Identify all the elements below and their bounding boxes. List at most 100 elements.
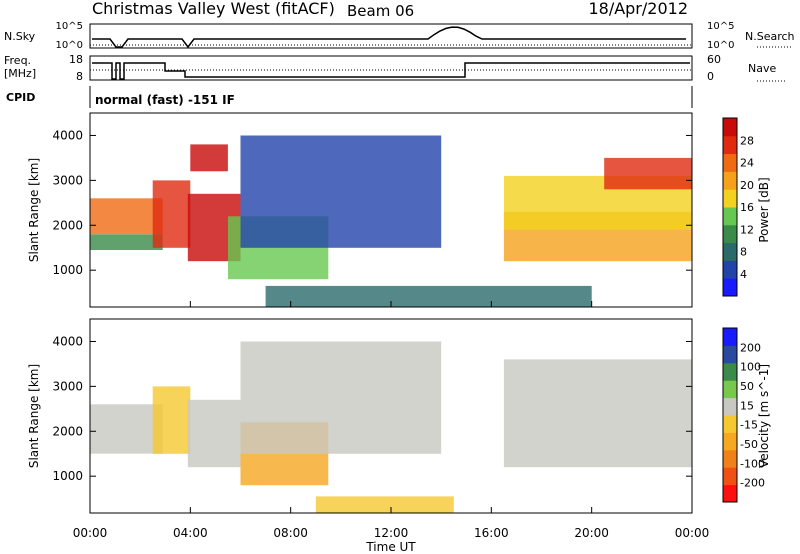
y-tick-label-0: 4000 xyxy=(52,334,83,348)
x-tick-label-0: 00:00 xyxy=(73,526,108,540)
colorbar-tick-3: 16 xyxy=(740,201,754,214)
colorbar-swatch-0 xyxy=(723,484,737,503)
beam-title: Beam 06 xyxy=(347,2,414,20)
colorbar-swatch-2 xyxy=(723,449,737,468)
colorbar-swatch-5 xyxy=(723,397,737,416)
velocity-echo-region-4 xyxy=(240,341,442,454)
colorbar-swatch-7 xyxy=(723,153,737,172)
velocity-echo-layer xyxy=(90,341,692,513)
power-echo-region-6 xyxy=(240,135,442,248)
station-title: Christmas Valley West (fitACF) xyxy=(92,0,335,18)
nsky-tick-bottom: 10^0 xyxy=(56,40,83,51)
nsearch-label: N.Search xyxy=(745,30,795,43)
power-echo-region-4 xyxy=(190,144,228,172)
x-tick-label-2: 08:00 xyxy=(273,526,308,540)
colorbar-tick-0: 200 xyxy=(740,341,761,354)
nsearch-tick-top: 10^5 xyxy=(707,21,734,32)
colorbar-swatch-3 xyxy=(723,224,737,244)
power-ylabel: Slant Range [km] xyxy=(27,158,41,262)
velocity-ylabel: Slant Range [km] xyxy=(27,364,41,468)
power-echo-region-10 xyxy=(604,157,692,190)
colorbar-tick-4: 12 xyxy=(740,223,754,236)
colorbar-swatch-9 xyxy=(723,118,737,137)
power-echo-region-2 xyxy=(152,180,191,248)
colorbar-swatch-7 xyxy=(723,362,737,381)
x-tick-label-3: 12:00 xyxy=(374,526,409,540)
colorbar-tick-6: -100 xyxy=(740,457,765,470)
power-echo-region-0 xyxy=(90,198,163,235)
colorbar-tick-4: -15 xyxy=(740,419,758,432)
freq-trace xyxy=(92,62,690,80)
power-colorbar-label: Power [dB] xyxy=(757,177,771,242)
colorbar-swatch-6 xyxy=(723,171,737,190)
velocity-echo-region-5 xyxy=(315,496,454,513)
freq-panel-frame xyxy=(89,55,693,81)
x-tick-label-1: 04:00 xyxy=(173,526,208,540)
colorbar-swatch-2 xyxy=(723,242,737,261)
nsearch-tick-bottom: 10^0 xyxy=(707,40,734,51)
velocity-y-ticks: 4000 3000 2000 1000 xyxy=(52,334,692,483)
y-tick-label-3: 1000 xyxy=(52,263,83,277)
colorbar-frame xyxy=(722,327,738,503)
colorbar-frame xyxy=(722,117,738,297)
power-colorbar: 28 24 20 16 12 8 4 xyxy=(722,117,754,297)
velocity-colorbar: 200 100 50 15 -15 -50 -100 -200 xyxy=(722,327,765,503)
x-tick-label-5: 20:00 xyxy=(574,526,609,540)
velocity-colorbar-label: Velocity [m s^-1] xyxy=(757,364,771,468)
power-echo-region-1 xyxy=(90,234,163,250)
colorbar-tick-3: 15 xyxy=(740,399,754,412)
freq-label: Freq. xyxy=(4,54,31,67)
nsky-trace xyxy=(92,26,686,49)
colorbar-swatch-1 xyxy=(723,467,737,486)
freq-unit-label: [MHz] xyxy=(4,67,36,80)
velocity-echo-region-6 xyxy=(503,359,692,468)
colorbar-swatch-8 xyxy=(723,135,737,155)
y-tick-label-2: 2000 xyxy=(52,424,83,438)
y-tick-label-3: 1000 xyxy=(52,469,83,483)
power-echo-region-7 xyxy=(265,285,592,307)
colorbar-tick-1: 24 xyxy=(740,157,754,170)
colorbar-tick-5: 8 xyxy=(740,246,747,259)
y-tick-label-1: 3000 xyxy=(52,379,83,393)
y-tick-label-2: 2000 xyxy=(52,218,83,232)
velocity-echo-region-0 xyxy=(90,404,163,454)
y-tick-label-1: 3000 xyxy=(52,173,83,187)
cpid-label: CPID xyxy=(6,91,35,104)
time-xlabel: Time UT xyxy=(365,540,416,554)
colorbar-tick-1: 100 xyxy=(740,361,761,374)
colorbar-tick-5: -50 xyxy=(740,438,758,451)
nsky-panel-frame xyxy=(89,23,693,49)
colorbar-swatch-5 xyxy=(723,189,737,208)
freq-tick-top: 18 xyxy=(69,53,83,66)
x-tick-label-4: 16:00 xyxy=(474,526,509,540)
colorbar-swatch-8 xyxy=(723,345,737,364)
time-x-ticks: 00:00 04:00 08:00 12:00 16:00 20:00 00:00 xyxy=(73,301,710,540)
colorbar-swatch-4 xyxy=(723,415,737,433)
colorbar-swatch-9 xyxy=(723,328,737,346)
freq-tick-bottom: 8 xyxy=(76,70,83,83)
colorbar-swatch-6 xyxy=(723,380,737,399)
velocity-echo-region-1 xyxy=(152,386,191,454)
colorbar-tick-6: 4 xyxy=(740,268,747,281)
cpid-text: normal (fast) -151 IF xyxy=(95,93,235,107)
nave-label: Nave xyxy=(748,62,776,75)
colorbar-tick-0: 28 xyxy=(740,134,754,147)
x-tick-label-6: 00:00 xyxy=(675,526,710,540)
colorbar-swatch-3 xyxy=(723,432,737,451)
nave-tick-bottom: 0 xyxy=(707,70,714,83)
power-y-ticks: 4000 3000 2000 1000 xyxy=(52,128,692,277)
colorbar-tick-2: 20 xyxy=(740,179,754,192)
nsky-tick-top: 10^5 xyxy=(56,21,83,32)
colorbar-tick-2: 50 xyxy=(740,380,754,393)
y-tick-label-0: 4000 xyxy=(52,128,83,142)
power-echo-layer xyxy=(90,135,692,307)
colorbar-swatch-0 xyxy=(723,278,737,297)
velocity-echo-region-2 xyxy=(187,399,241,468)
colorbar-swatch-4 xyxy=(723,207,737,226)
colorbar-swatch-1 xyxy=(723,260,737,279)
nsky-label: N.Sky xyxy=(4,30,36,43)
date-title: 18/Apr/2012 xyxy=(588,0,688,18)
nave-tick-top: 60 xyxy=(707,53,721,66)
